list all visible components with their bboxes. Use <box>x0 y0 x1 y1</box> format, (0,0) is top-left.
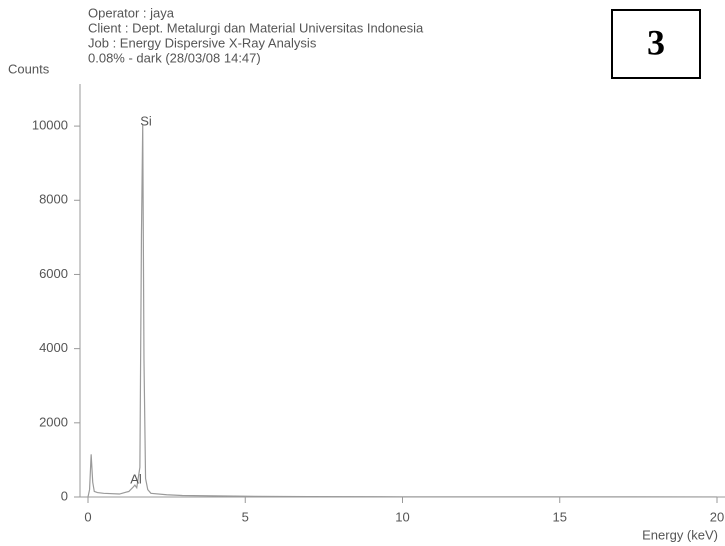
header-line: Job : Energy Dispersive X-Ray Analysis <box>88 35 317 50</box>
y-tick-label: 6000 <box>39 266 68 281</box>
x-tick-label: 5 <box>242 509 249 524</box>
y-tick-label: 4000 <box>39 340 68 355</box>
header-line: Operator : jaya <box>88 5 175 20</box>
y-tick-label: 2000 <box>39 414 68 429</box>
chart: 3 Counts Energy (keV) Operator : jayaCli… <box>0 0 725 546</box>
peak-label: Si <box>140 113 152 128</box>
peak-label: Al <box>130 471 142 486</box>
header-line: Client : Dept. Metalurgi dan Material Un… <box>88 20 424 35</box>
spectrum-line <box>88 124 717 497</box>
header-line: 0.08% - dark (28/03/08 14:47) <box>88 50 261 65</box>
x-axis-label: Energy (keV) <box>642 527 718 542</box>
panel-label: 3 <box>647 22 665 62</box>
y-tick-label: 10000 <box>32 118 68 133</box>
x-tick-label: 15 <box>553 509 567 524</box>
x-tick-label: 10 <box>395 509 409 524</box>
page: 3 Counts Energy (keV) Operator : jayaCli… <box>0 0 725 546</box>
x-tick-label: 20 <box>710 509 724 524</box>
y-axis-label: Counts <box>8 61 50 76</box>
y-tick-label: 0 <box>61 488 68 503</box>
y-tick-label: 8000 <box>39 192 68 207</box>
x-tick-label: 0 <box>84 509 91 524</box>
